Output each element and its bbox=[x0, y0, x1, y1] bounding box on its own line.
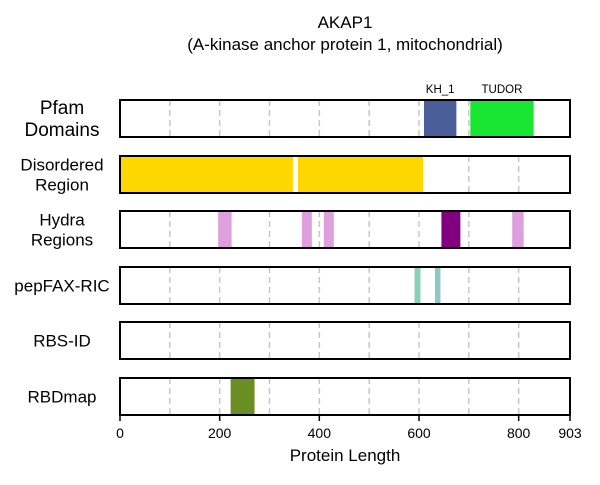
x-tick-label: 800 bbox=[507, 425, 531, 441]
feature-bar bbox=[423, 100, 457, 137]
feature-bar bbox=[512, 211, 524, 248]
track-label: Domains bbox=[25, 120, 100, 141]
feature-bar bbox=[470, 100, 534, 137]
track-label: Hydra bbox=[39, 210, 85, 229]
track-frame bbox=[119, 155, 571, 194]
feature-label: TUDOR bbox=[482, 84, 523, 96]
x-axis-label: Protein Length bbox=[290, 446, 401, 465]
feature-bar bbox=[297, 156, 423, 193]
feature-bar bbox=[434, 267, 441, 304]
track-label: RBS-ID bbox=[33, 331, 91, 350]
chart-subtitle: (A-kinase anchor protein 1, mitochondria… bbox=[187, 35, 503, 54]
feature-label: KH_1 bbox=[426, 84, 455, 96]
track-3: pepFAX-RIC bbox=[14, 266, 571, 305]
track-frame bbox=[119, 266, 571, 305]
track-frame bbox=[119, 99, 571, 138]
feature-bar bbox=[218, 211, 232, 248]
track-label: Region bbox=[35, 175, 89, 194]
feature-bar bbox=[441, 211, 461, 248]
x-tick-label: 903 bbox=[558, 425, 582, 441]
track-5: RBDmap bbox=[28, 377, 571, 416]
track-frame bbox=[119, 377, 571, 416]
x-axis: 0 200 400 600 800 903 bbox=[116, 416, 582, 441]
track-label: Pfam bbox=[40, 98, 84, 119]
track-frame bbox=[119, 321, 571, 360]
feature-bar bbox=[414, 267, 421, 304]
feature-bar bbox=[230, 378, 255, 415]
feature-bar bbox=[323, 211, 334, 248]
x-tick-label: 0 bbox=[116, 425, 124, 441]
x-tick-label: 200 bbox=[208, 425, 232, 441]
feature-bar bbox=[120, 156, 293, 193]
track-frame bbox=[119, 210, 571, 249]
track-label: Disordered bbox=[20, 155, 103, 174]
x-tick-label: 600 bbox=[407, 425, 431, 441]
chart-title: AKAP1 bbox=[318, 13, 373, 32]
track-label: Regions bbox=[31, 230, 93, 249]
track-4: RBS-ID bbox=[33, 321, 571, 360]
track-label: pepFAX-RIC bbox=[14, 276, 109, 295]
track-label: RBDmap bbox=[28, 387, 97, 406]
feature-bar bbox=[301, 211, 312, 248]
x-tick-label: 400 bbox=[308, 425, 332, 441]
